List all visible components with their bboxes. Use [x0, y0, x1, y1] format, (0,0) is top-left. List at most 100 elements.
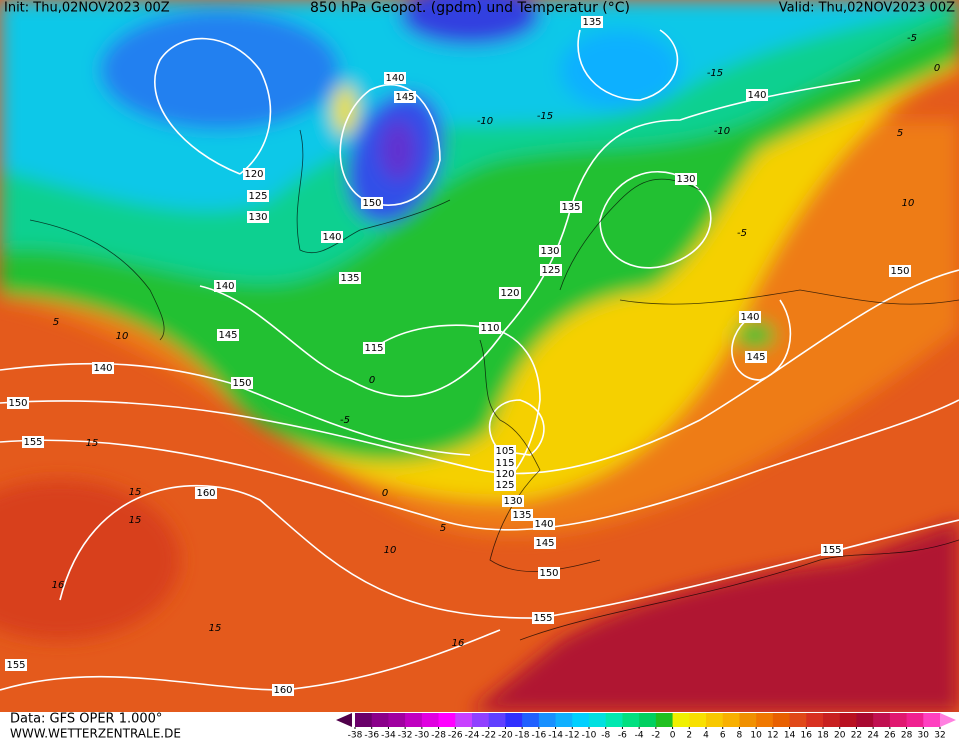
isohypse-label: 130 [248, 212, 267, 223]
isohypse-label-box [22, 436, 44, 448]
colorbar-label: 8 [737, 731, 743, 741]
isohypse-label: 155 [533, 613, 552, 624]
colorbar-label: -18 [515, 731, 530, 741]
isohypse-label-box [321, 231, 343, 243]
colorbar-cell [455, 713, 473, 727]
isohypse-label: 135 [582, 17, 601, 28]
isohypse-label-box [5, 659, 27, 671]
colorbar-label: -28 [431, 731, 446, 741]
isotherm-label: -15 [537, 111, 553, 122]
isohypse-label-box [243, 168, 265, 180]
isotherm-label: -10 [477, 116, 493, 127]
colorbar-label: 14 [784, 731, 796, 741]
isotherm-label: -5 [737, 228, 747, 239]
colorbar-cell [906, 713, 924, 727]
colorbar-cell [505, 713, 523, 727]
isohypse-label-box [494, 479, 516, 491]
isohypse-label-box [363, 342, 385, 354]
isohypse-label: 115 [364, 343, 383, 354]
colorbar-label: -8 [601, 731, 610, 741]
colorbar-label: -12 [565, 731, 580, 741]
colorbar-cell [421, 713, 440, 727]
isohypse-label: 150 [362, 198, 381, 209]
isotherm-label: 15 [129, 515, 142, 526]
colorbar-label: 24 [867, 731, 879, 741]
isohypse-label: 145 [746, 352, 765, 363]
colorbar-label: 26 [884, 731, 896, 741]
colorbar-cell [488, 713, 506, 727]
colorbar-label: 16 [801, 731, 813, 741]
colorbar-label: 32 [934, 731, 945, 741]
isotherm-label: -5 [340, 415, 350, 426]
colorbar-cell [589, 713, 607, 727]
isohypse-label: 125 [541, 265, 560, 276]
isohypse-label: 155 [23, 437, 42, 448]
isohypse-label: 150 [8, 398, 27, 409]
colorbar-cell [622, 713, 640, 727]
isohypse-label-box [247, 190, 269, 202]
colorbar-label: 4 [703, 731, 709, 741]
colorbar-label: -10 [582, 731, 597, 741]
isohypse-label-box [494, 445, 516, 457]
colorbar-label: -6 [618, 731, 627, 741]
init-time: Init: Thu,02NOV2023 00Z [4, 1, 170, 16]
colorbar-cell [655, 713, 674, 727]
isotherm-label: -10 [714, 126, 730, 137]
isohypse-label-box [746, 89, 768, 101]
colorbar-arrow-left [336, 713, 352, 727]
colorbar-label: -32 [398, 731, 413, 741]
isotherm-label: 10 [116, 331, 129, 342]
isohypse-label-box [384, 72, 406, 84]
colorbar-label: -16 [532, 731, 547, 741]
colorbar-cell [522, 713, 540, 727]
isohypse-label: 110 [480, 323, 499, 334]
isotherm-label: 5 [440, 523, 446, 534]
isohypse-label-box [889, 265, 911, 277]
isohypse-label: 120 [500, 288, 519, 299]
isohypse-label: 105 [495, 446, 514, 457]
isotherm-label: 0 [369, 375, 375, 386]
colorbar-cell [388, 713, 406, 727]
isohypse-label: 135 [512, 510, 531, 521]
isohypse-label-box [247, 211, 269, 223]
colorbar-label: -30 [415, 731, 430, 741]
map-title: 850 hPa Geopot. (gpdm) und Temperatur (°… [310, 0, 630, 16]
isohypse-label: 140 [534, 519, 553, 530]
isohypse-label: 135 [340, 273, 359, 284]
isohypse-label-box [581, 16, 603, 28]
isohypse-label: 125 [248, 191, 267, 202]
isohypse-label-box [217, 329, 239, 341]
isohypse-label-box [739, 311, 761, 323]
colorbar-label: -24 [465, 731, 480, 741]
colorbar-cell [555, 713, 573, 727]
isohypse-label-box [538, 567, 560, 579]
colorbar-label: -26 [448, 731, 463, 741]
isohypse-label-box [533, 518, 555, 530]
isohypse-label-box [479, 322, 501, 334]
isotherm-label: 16 [452, 638, 465, 649]
isohypse-label-box [821, 544, 843, 556]
colorbar-label: 6 [720, 731, 726, 741]
colorbar-label: -2 [651, 731, 660, 741]
isotherm-label: -5 [907, 33, 917, 44]
colorbar-cell [756, 713, 774, 727]
isohypse-label-box [339, 272, 361, 284]
colorbar-cell [806, 713, 824, 727]
colorbar-label: -22 [481, 731, 496, 741]
isohypse-label-box [92, 362, 114, 374]
isohypse-label: 150 [232, 378, 251, 389]
isohypse-label: 130 [676, 174, 695, 185]
colorbar-arrow-right [940, 713, 956, 727]
valid-time: Valid: Thu,02NOV2023 00Z [779, 1, 955, 16]
isotherm-label: -15 [707, 68, 723, 79]
colorbar-label: -34 [381, 731, 396, 741]
isohypse-label-box [394, 91, 416, 103]
isohypse-label: 140 [215, 281, 234, 292]
colorbar-label: 22 [851, 731, 862, 741]
isotherm-label: 15 [129, 487, 142, 498]
isotherm-label: 0 [382, 488, 388, 499]
isohypse-label-box [502, 495, 524, 507]
isohypse-label: 150 [539, 568, 558, 579]
